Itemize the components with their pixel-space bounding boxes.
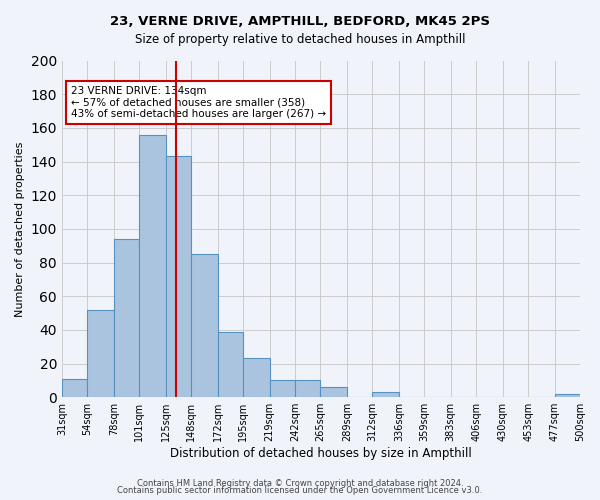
- Text: Contains public sector information licensed under the Open Government Licence v3: Contains public sector information licen…: [118, 486, 482, 495]
- Bar: [320, 387, 347, 397]
- Bar: [295, 380, 320, 397]
- Bar: [88, 310, 114, 397]
- Text: 23 VERNE DRIVE: 134sqm
← 57% of detached houses are smaller (358)
43% of semi-de: 23 VERNE DRIVE: 134sqm ← 57% of detached…: [71, 86, 326, 119]
- Bar: [218, 332, 243, 397]
- Bar: [139, 134, 166, 397]
- Text: Contains HM Land Registry data © Crown copyright and database right 2024.: Contains HM Land Registry data © Crown c…: [137, 478, 463, 488]
- Bar: [373, 392, 399, 397]
- Bar: [62, 378, 88, 397]
- Bar: [269, 380, 295, 397]
- Bar: [243, 358, 269, 397]
- Bar: [114, 239, 139, 397]
- X-axis label: Distribution of detached houses by size in Ampthill: Distribution of detached houses by size …: [170, 447, 472, 460]
- Bar: [191, 254, 218, 397]
- Text: Size of property relative to detached houses in Ampthill: Size of property relative to detached ho…: [135, 32, 465, 46]
- Bar: [166, 156, 191, 397]
- Bar: [554, 394, 580, 397]
- Text: 23, VERNE DRIVE, AMPTHILL, BEDFORD, MK45 2PS: 23, VERNE DRIVE, AMPTHILL, BEDFORD, MK45…: [110, 15, 490, 28]
- Y-axis label: Number of detached properties: Number of detached properties: [15, 141, 25, 316]
